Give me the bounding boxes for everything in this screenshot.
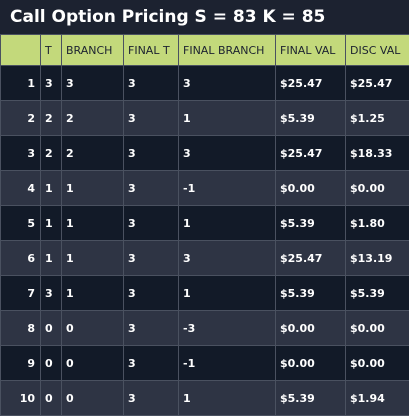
cell-t: 1 (40, 170, 62, 206)
cell-final-val: $0.00 (275, 345, 346, 381)
cell-final-val: $5.39 (275, 205, 346, 241)
table-row: 7 3 1 3 1 $5.39 $5.39 (0, 275, 409, 311)
cell-final-branch: -3 (178, 310, 276, 346)
column-header-final-t[interactable]: FINAL T (123, 34, 179, 66)
page-title: Call Option Pricing S = 83 K = 85 (0, 0, 409, 34)
cell-final-t: 3 (123, 135, 179, 171)
cell-final-t: 3 (123, 170, 179, 206)
cell-final-val: $0.00 (275, 310, 346, 346)
cell-final-branch: 1 (178, 205, 276, 241)
cell-t: 3 (40, 65, 62, 101)
cell-branch: 2 (61, 135, 124, 171)
cell-t: 0 (40, 380, 62, 416)
option-pricing-table: T BRANCH FINAL T FINAL BRANCH FINAL VAL … (0, 34, 409, 416)
cell-disc-val: $25.47 (345, 65, 409, 101)
cell-branch: 1 (61, 205, 124, 241)
cell-final-branch: 3 (178, 65, 276, 101)
row-index: 5 (0, 205, 41, 241)
cell-disc-val: $1.25 (345, 100, 409, 136)
row-index: 2 (0, 100, 41, 136)
cell-t: 3 (40, 275, 62, 311)
cell-branch: 1 (61, 240, 124, 276)
cell-disc-val: $0.00 (345, 170, 409, 206)
cell-t: 0 (40, 345, 62, 381)
cell-final-branch: 1 (178, 380, 276, 416)
table-row: 4 1 1 3 -1 $0.00 $0.00 (0, 170, 409, 206)
cell-final-t: 3 (123, 65, 179, 101)
cell-disc-val: $1.94 (345, 380, 409, 416)
cell-final-branch: -1 (178, 170, 276, 206)
cell-t: 2 (40, 100, 62, 136)
cell-final-val: $25.47 (275, 240, 346, 276)
cell-final-t: 3 (123, 380, 179, 416)
row-index: 10 (0, 380, 41, 416)
cell-final-branch: 3 (178, 240, 276, 276)
cell-final-t: 3 (123, 100, 179, 136)
cell-disc-val: $18.33 (345, 135, 409, 171)
cell-branch: 0 (61, 380, 124, 416)
row-index: 6 (0, 240, 41, 276)
table-row: 5 1 1 3 1 $5.39 $1.80 (0, 205, 409, 241)
table-row: 10 0 0 3 1 $5.39 $1.94 (0, 380, 409, 416)
cell-t: 1 (40, 205, 62, 241)
column-header-t[interactable]: T (40, 34, 62, 66)
column-header-disc-val[interactable]: DISC VAL (345, 34, 409, 66)
cell-final-val: $0.00 (275, 170, 346, 206)
cell-final-branch: 1 (178, 100, 276, 136)
table-row: 2 2 2 3 1 $5.39 $1.25 (0, 100, 409, 136)
cell-final-val: $5.39 (275, 100, 346, 136)
table-row: 9 0 0 3 -1 $0.00 $0.00 (0, 345, 409, 381)
column-header-branch[interactable]: BRANCH (61, 34, 124, 66)
cell-final-val: $25.47 (275, 65, 346, 101)
cell-t: 0 (40, 310, 62, 346)
cell-t: 2 (40, 135, 62, 171)
row-index: 4 (0, 170, 41, 206)
cell-final-branch: -1 (178, 345, 276, 381)
cell-disc-val: $13.19 (345, 240, 409, 276)
cell-branch: 0 (61, 310, 124, 346)
cell-final-t: 3 (123, 205, 179, 241)
cell-branch: 0 (61, 345, 124, 381)
cell-disc-val: $0.00 (345, 310, 409, 346)
column-header-index[interactable] (0, 34, 41, 66)
cell-disc-val: $5.39 (345, 275, 409, 311)
cell-final-t: 3 (123, 240, 179, 276)
cell-final-val: $5.39 (275, 380, 346, 416)
row-index: 3 (0, 135, 41, 171)
table-row: 3 2 2 3 3 $25.47 $18.33 (0, 135, 409, 171)
cell-final-t: 3 (123, 310, 179, 346)
cell-branch: 2 (61, 100, 124, 136)
cell-disc-val: $0.00 (345, 345, 409, 381)
cell-final-t: 3 (123, 345, 179, 381)
row-index: 1 (0, 65, 41, 101)
column-header-final-branch[interactable]: FINAL BRANCH (178, 34, 276, 66)
table-row: 6 1 1 3 3 $25.47 $13.19 (0, 240, 409, 276)
cell-final-val: $5.39 (275, 275, 346, 311)
row-index: 7 (0, 275, 41, 311)
table-header-row: T BRANCH FINAL T FINAL BRANCH FINAL VAL … (0, 34, 409, 66)
cell-disc-val: $1.80 (345, 205, 409, 241)
cell-final-t: 3 (123, 275, 179, 311)
cell-final-branch: 3 (178, 135, 276, 171)
column-header-final-val[interactable]: FINAL VAL (275, 34, 346, 66)
table-row: 8 0 0 3 -3 $0.00 $0.00 (0, 310, 409, 346)
cell-branch: 1 (61, 275, 124, 311)
cell-t: 1 (40, 240, 62, 276)
cell-final-val: $25.47 (275, 135, 346, 171)
table-row: 1 3 3 3 3 $25.47 $25.47 (0, 65, 409, 101)
cell-final-branch: 1 (178, 275, 276, 311)
cell-branch: 1 (61, 170, 124, 206)
row-index: 8 (0, 310, 41, 346)
cell-branch: 3 (61, 65, 124, 101)
row-index: 9 (0, 345, 41, 381)
